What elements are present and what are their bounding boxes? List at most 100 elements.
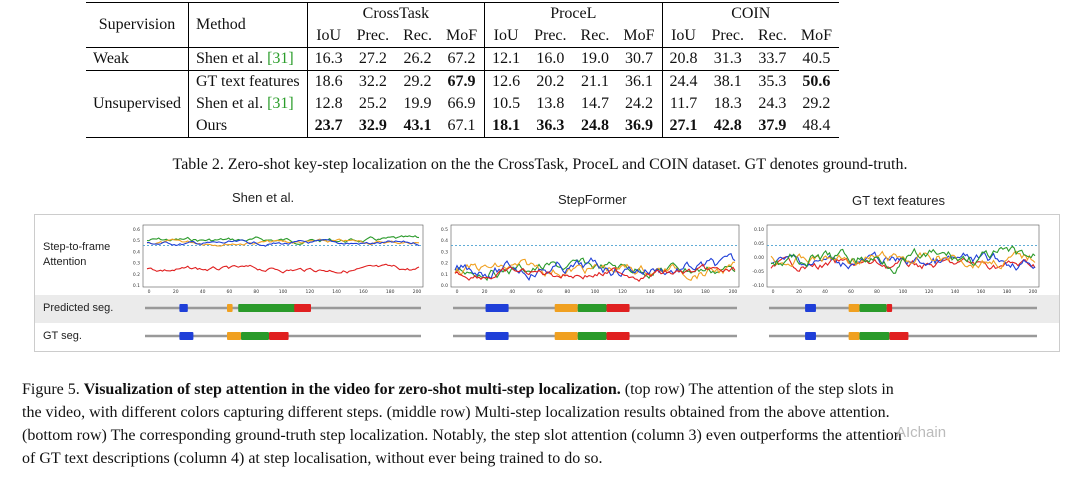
y-tick-label: 0.00 [754, 255, 764, 261]
segment-block [241, 332, 269, 340]
attention-figure: Step-to-frame Attention Predicted seg. G… [34, 214, 1060, 352]
y-tick-label: 0.4 [133, 249, 140, 255]
metric: Prec. [349, 25, 397, 48]
cell: 27.1 [662, 115, 705, 138]
header-method: Method [188, 2, 308, 48]
cell: 33.7 [758, 50, 787, 67]
caption-line: the video, with different colors capturi… [22, 404, 890, 421]
x-tick-label: 20 [482, 289, 488, 295]
x-tick-label: 100 [899, 289, 908, 295]
attention-series [146, 263, 420, 274]
cell: 37.9 [750, 115, 794, 138]
x-tick-label: 120 [306, 289, 315, 295]
y-tick-label: 0.5 [133, 238, 140, 244]
row-method: GT text features [188, 70, 308, 93]
header-group-coin: COIN [662, 2, 839, 25]
cell: 24.4 [662, 70, 705, 93]
results-table: Supervision Method CrossTask ProceL COIN… [86, 2, 839, 138]
cell: 48.4 [793, 115, 839, 138]
metric: MoF [793, 25, 839, 48]
citation-link[interactable]: [31] [267, 95, 294, 112]
metric: Rec. [396, 25, 439, 48]
table-row-gt-text: Unsupervised GT text features 18.6 32.2 … [86, 70, 839, 138]
table-caption: Table 2. Zero-shot key-step localization… [172, 156, 908, 173]
metric: MoF [616, 25, 663, 48]
y-tick-label: 0.10 [754, 227, 764, 233]
cell: 24.3 [758, 95, 787, 112]
attention-series [770, 245, 1036, 274]
y-tick-label: 0.2 [133, 272, 140, 278]
cell: 13.8 [536, 95, 565, 112]
cell: 18.6 [307, 70, 350, 93]
metric: Prec. [527, 25, 574, 48]
cell: 30.7 [616, 47, 663, 71]
x-tick-label: 60 [848, 289, 854, 295]
x-tick-label: 160 [977, 289, 986, 295]
x-tick-label: 200 [1029, 289, 1038, 295]
metric: IoU [662, 25, 705, 48]
x-tick-label: 200 [413, 289, 422, 295]
column-title-stepformer: StepFormer [558, 192, 627, 207]
metric: Rec. [750, 25, 794, 48]
x-tick-label: 120 [925, 289, 934, 295]
segment-block [805, 332, 816, 340]
table-row-weak: Weak Shen et al. [31] 16.3 27.2 26.2 67.… [86, 47, 839, 71]
x-tick-label: 140 [332, 289, 341, 295]
segment-block [294, 304, 311, 312]
cell: 29.2 [802, 95, 831, 112]
cell: 18.1 [484, 115, 528, 138]
caption-line: (top row) The attention of the step slot… [624, 381, 894, 398]
row-method: Ours [188, 115, 308, 138]
segment-block [848, 304, 860, 312]
y-tick-label: 0.0 [441, 283, 448, 289]
segment-block [485, 332, 509, 340]
segment-block [179, 332, 194, 340]
watermark: AIchain [896, 424, 947, 441]
y-tick-label: 0.5 [441, 227, 448, 233]
segment-block [485, 304, 509, 312]
cell: 16.0 [536, 50, 565, 67]
x-tick-label: 180 [1003, 289, 1012, 295]
caption-line: (bottom row) The corresponding ground-tr… [22, 427, 902, 444]
table-header-row-2: IoU Prec. Rec. MoF IoU Prec. Rec. MoF Io… [86, 25, 839, 48]
cell: 26.2 [403, 50, 432, 67]
x-tick-label: 40 [200, 289, 206, 295]
x-tick-label: 160 [359, 289, 368, 295]
cell: 20.2 [527, 70, 574, 93]
y-tick-label: 0.3 [133, 261, 140, 267]
y-tick-label: 0.6 [133, 227, 140, 233]
metric: IoU [484, 25, 528, 48]
segment-block [577, 304, 607, 312]
table-header-row-1: Supervision Method CrossTask ProceL COIN [86, 2, 839, 48]
x-tick-label: 140 [646, 289, 655, 295]
citation-link[interactable]: [31] [267, 50, 294, 67]
cell: 16.3 [314, 50, 343, 67]
y-tick-label: 0.4 [441, 238, 448, 244]
attention-series [770, 251, 1036, 271]
cell: 27.2 [358, 50, 387, 67]
x-tick-label: 0 [456, 289, 459, 295]
cell: 31.3 [713, 50, 742, 67]
table-row-shen-unsup: Shen et al. [31] 12.8 25.2 19.9 66.9 10.… [86, 93, 839, 115]
row-label-predicted: Predicted seg. [43, 302, 114, 314]
metric: IoU [307, 25, 350, 48]
y-tick-label: 0.2 [441, 261, 448, 267]
caption-bold: Visualization of step attention in the v… [83, 381, 621, 398]
caption-line: of GT text descriptions (column 4) at st… [22, 450, 603, 467]
cell: 11.7 [669, 95, 698, 112]
x-tick-label: 20 [796, 289, 802, 295]
x-tick-label: 40 [822, 289, 828, 295]
cell: 10.5 [492, 95, 521, 112]
x-tick-label: 20 [173, 289, 179, 295]
header-supervision: Supervision [86, 2, 189, 48]
plot-frame [450, 224, 740, 288]
segment-block [886, 304, 893, 312]
segment-block [606, 332, 630, 340]
segment-block [859, 332, 890, 340]
attention-series [770, 250, 1036, 270]
row-label-gt: GT seg. [43, 330, 82, 342]
x-tick-label: 80 [874, 289, 880, 295]
metric: Rec. [573, 25, 617, 48]
cell: 36.1 [616, 70, 663, 93]
cell: 24.2 [616, 93, 663, 115]
